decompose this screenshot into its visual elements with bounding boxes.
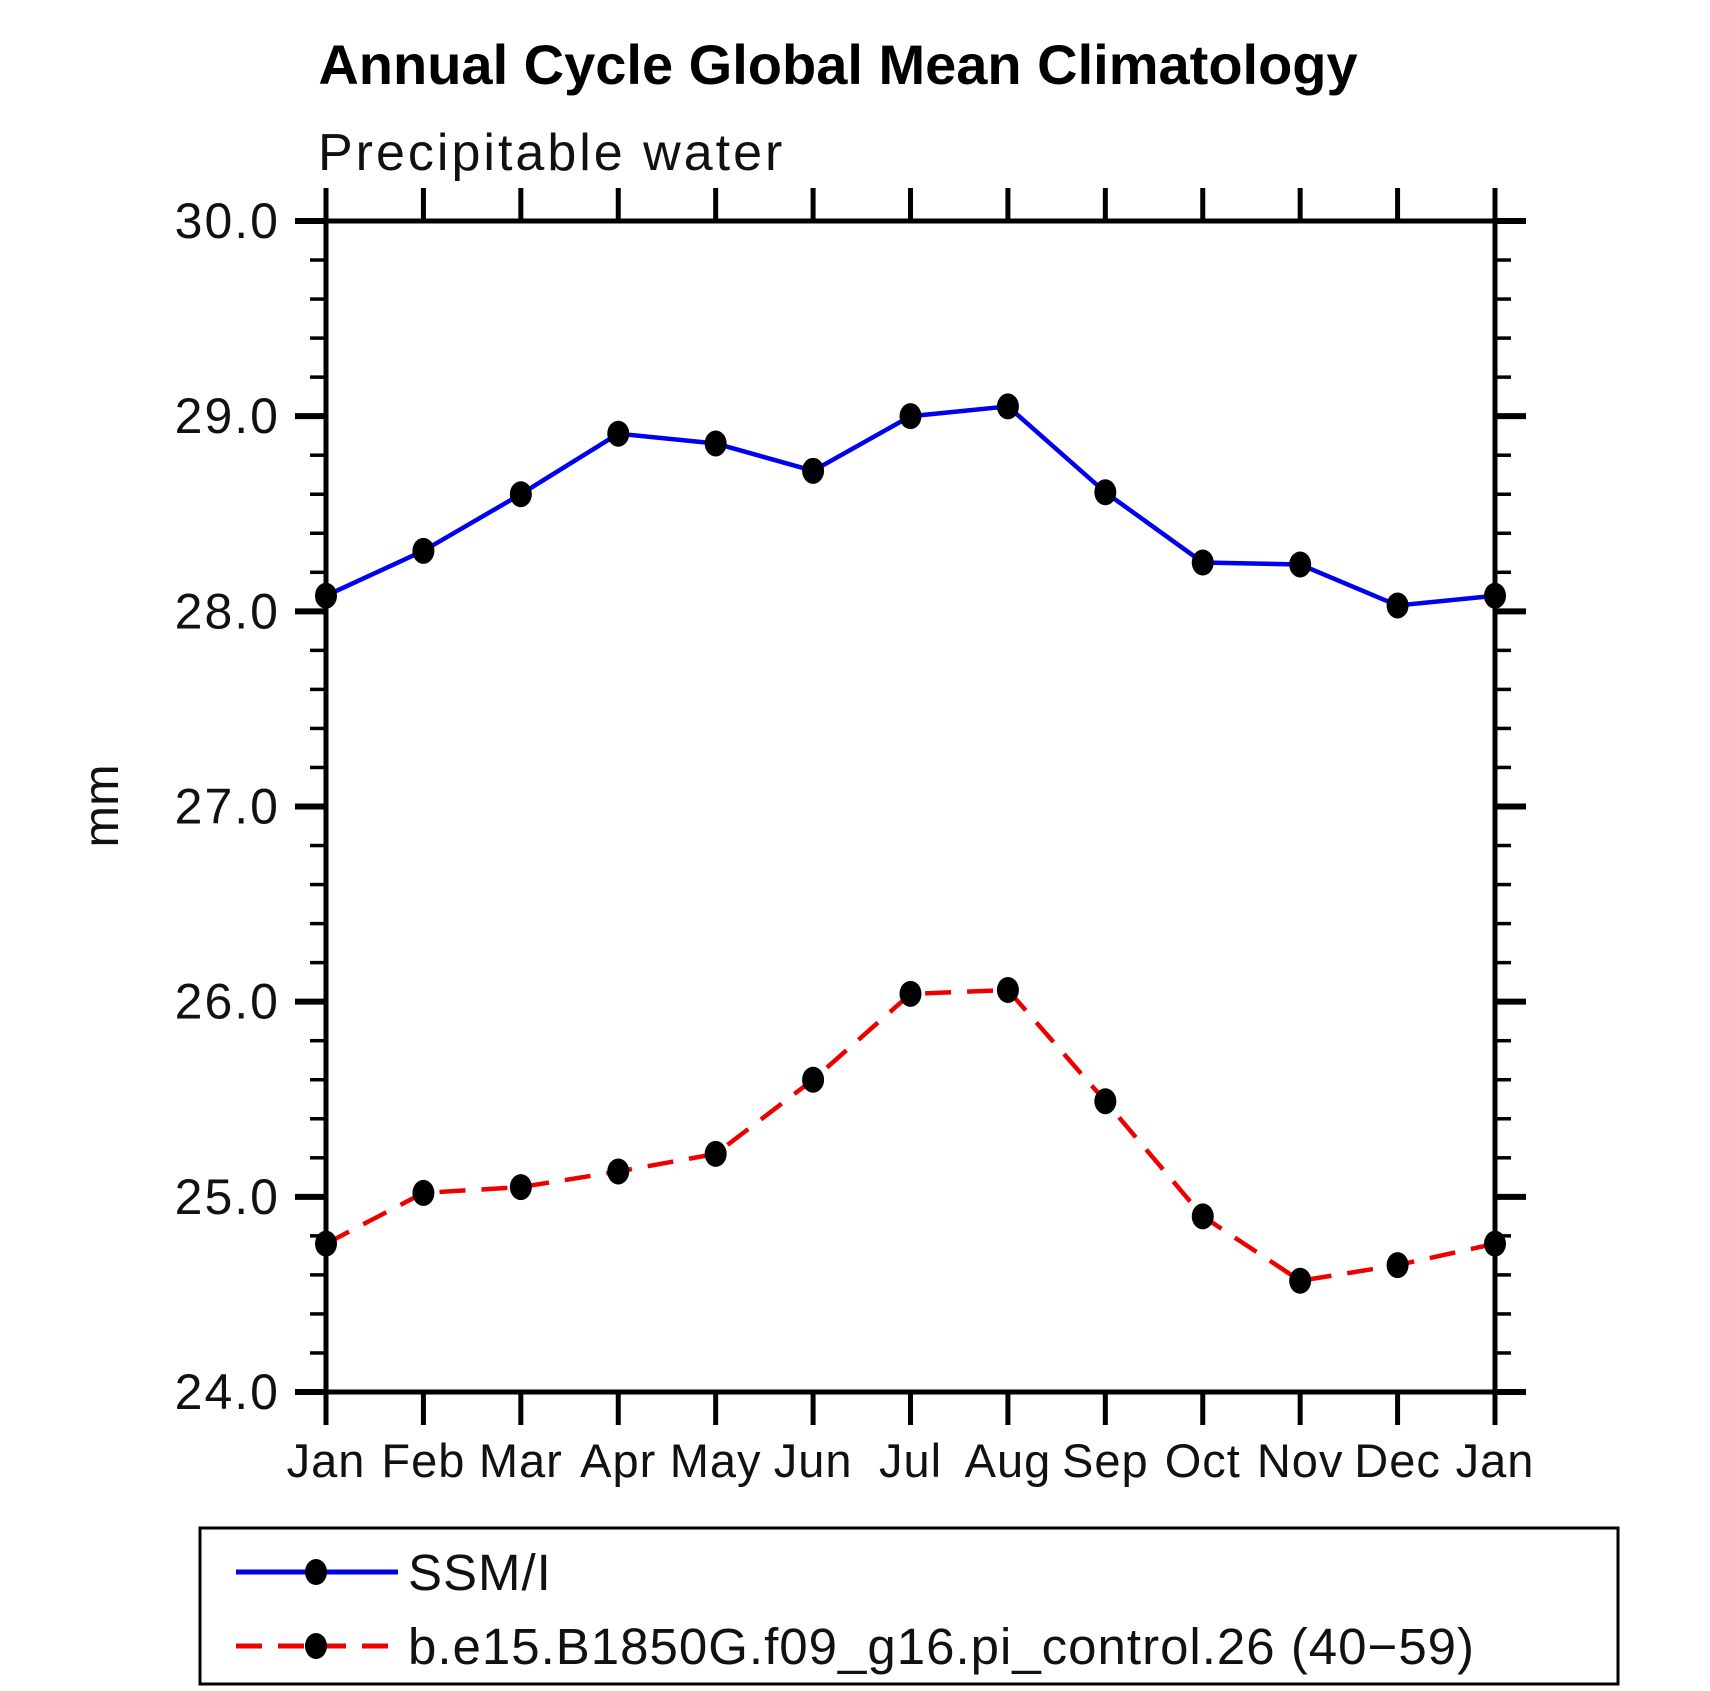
data-point bbox=[996, 393, 1019, 420]
y-tick-label: 29.0 bbox=[175, 388, 280, 444]
data-point bbox=[802, 457, 825, 484]
data-point bbox=[1484, 1230, 1506, 1257]
x-tick-label: Apr bbox=[580, 1434, 656, 1487]
y-tick-label: 24.0 bbox=[175, 1364, 280, 1420]
data-point bbox=[607, 420, 630, 447]
legend: SSM/I b.e15.B1850G.f09_g16.pi_control.26… bbox=[198, 1526, 1620, 1686]
x-tick-label: Jan bbox=[1456, 1434, 1535, 1487]
x-tick-label: Aug bbox=[965, 1434, 1052, 1487]
x-tick-label: Nov bbox=[1257, 1434, 1344, 1487]
data-point bbox=[1191, 549, 1214, 576]
legend-marker-dot bbox=[305, 1633, 327, 1659]
data-point bbox=[1094, 479, 1117, 506]
data-point bbox=[1094, 1088, 1117, 1115]
series-line-1 bbox=[324, 987, 1496, 1284]
axes-layer: 24.0 25.0 26.0 27.0 28.0 29.0 30.0 Jan Feb Mar Apr… bbox=[175, 188, 1535, 1487]
data-point bbox=[315, 1230, 337, 1257]
x-tick-label: Dec bbox=[1354, 1434, 1441, 1487]
x-tick-label: Jun bbox=[774, 1434, 853, 1487]
x-tick-label: May bbox=[670, 1434, 762, 1487]
data-point bbox=[704, 430, 727, 457]
legend-label-model: b.e15.B1850G.f09_g16.pi_control.26 (40−5… bbox=[408, 1618, 1475, 1675]
chart-subtitle: Precipitable water bbox=[318, 124, 785, 182]
y-tick-label: 27.0 bbox=[175, 779, 280, 835]
data-point bbox=[899, 980, 922, 1007]
data-point bbox=[704, 1140, 727, 1167]
data-point bbox=[1289, 551, 1312, 578]
data-point bbox=[996, 976, 1019, 1003]
x-tick-label: Jul bbox=[879, 1434, 942, 1487]
data-point bbox=[1191, 1203, 1214, 1230]
data-point bbox=[509, 1174, 532, 1201]
legend-marker-dot bbox=[305, 1559, 327, 1585]
x-tick-label: Mar bbox=[479, 1434, 563, 1487]
x-tick-label: Oct bbox=[1165, 1434, 1241, 1487]
plot-frame bbox=[323, 218, 1498, 1395]
data-point bbox=[315, 582, 337, 609]
data-point bbox=[802, 1066, 825, 1093]
y-tick-label: 25.0 bbox=[175, 1169, 280, 1225]
data-point bbox=[412, 537, 435, 564]
y-tick-label: 26.0 bbox=[175, 974, 280, 1030]
data-point bbox=[1386, 1252, 1409, 1279]
data-point bbox=[1484, 582, 1506, 609]
series-line-0 bbox=[325, 404, 1496, 608]
data-point bbox=[607, 1158, 630, 1185]
data-point bbox=[1289, 1267, 1312, 1294]
x-tick-label: Feb bbox=[381, 1434, 465, 1487]
data-point bbox=[1386, 592, 1409, 619]
x-tick-label: Jan bbox=[287, 1434, 366, 1487]
y-axis-label: mm bbox=[73, 764, 129, 847]
legend-box bbox=[198, 1526, 1620, 1686]
chart-title: Annual Cycle Global Mean Climatology bbox=[318, 33, 1357, 96]
data-point bbox=[899, 403, 922, 430]
data-point bbox=[412, 1179, 435, 1206]
legend-label-ssmi: SSM/I bbox=[408, 1544, 552, 1601]
y-tick-label: 28.0 bbox=[175, 583, 280, 639]
data-point bbox=[509, 481, 532, 508]
x-tick-label: Sep bbox=[1062, 1434, 1149, 1487]
series-layer bbox=[315, 393, 1506, 1294]
y-tick-label: 30.0 bbox=[175, 193, 280, 249]
